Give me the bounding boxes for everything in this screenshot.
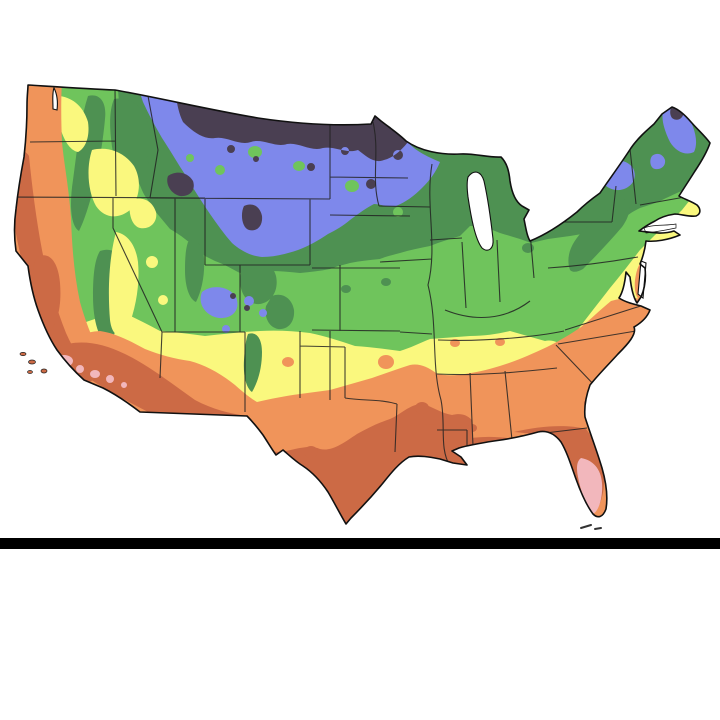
zone7-west-patches [56, 96, 267, 440]
state-lines [14, 87, 686, 467]
chesapeake-bay [637, 260, 647, 300]
us-outline [13, 84, 711, 525]
us-hardiness-map [13, 84, 711, 530]
map-container [13, 84, 711, 530]
zone3-layer [167, 96, 684, 311]
puget-sound [52, 86, 58, 111]
channel-islands [19, 352, 48, 374]
lake-michigan [466, 171, 494, 251]
legend-divider-bar [0, 538, 720, 549]
legend: ZONES: 3 4 5 6 7 8 9 10 [0, 549, 720, 720]
florida-keys [580, 524, 602, 530]
lakes [52, 86, 677, 300]
